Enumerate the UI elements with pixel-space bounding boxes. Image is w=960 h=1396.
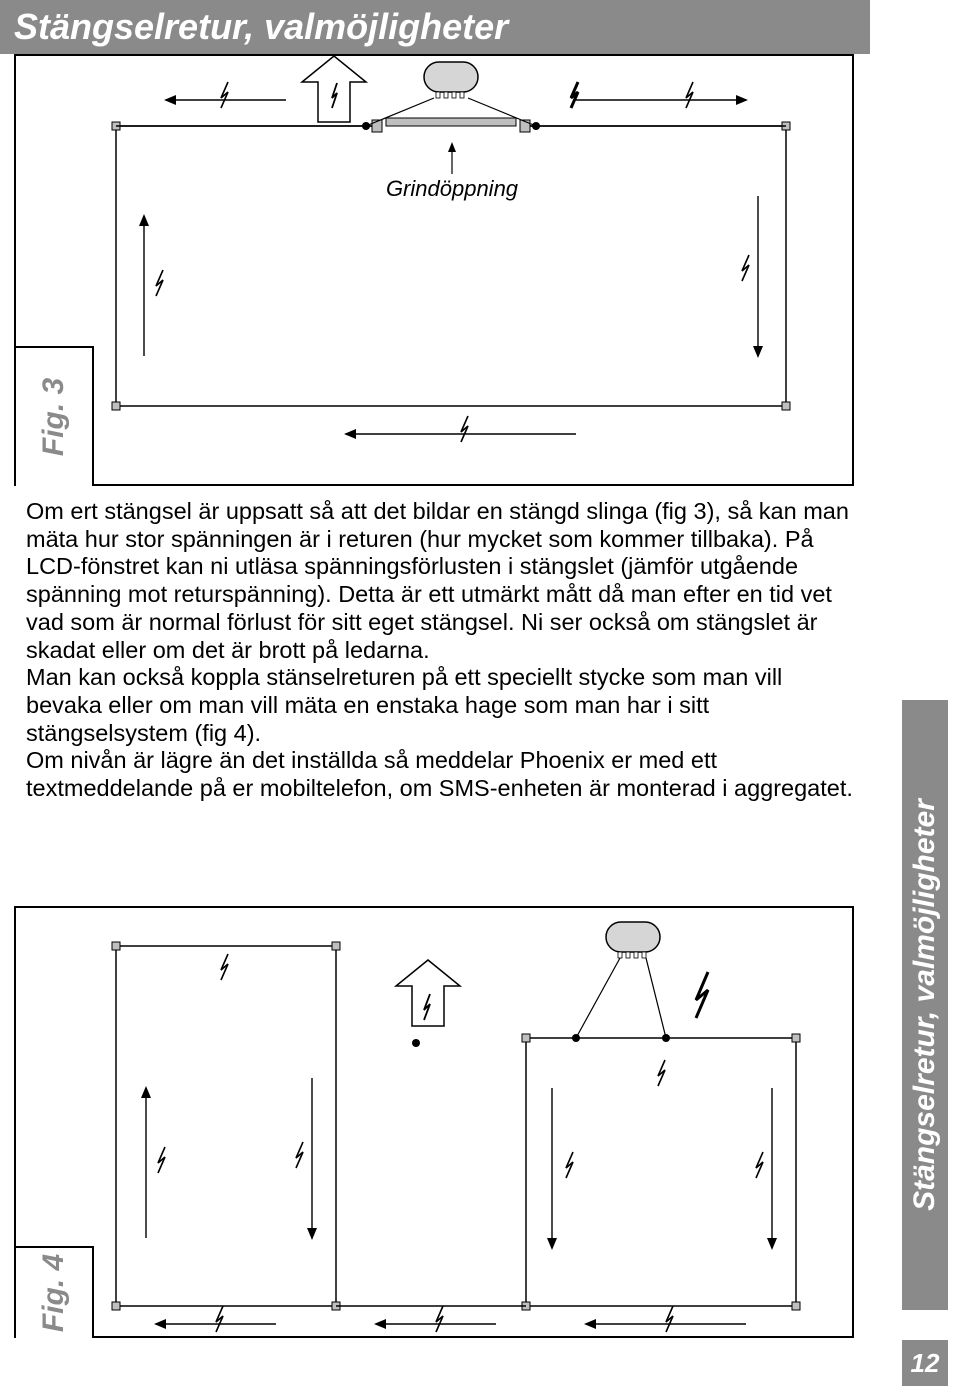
- figure-4: Fig. 4: [14, 906, 854, 1338]
- sidebar: Stängselretur, valmöjligheter 12: [890, 0, 960, 1396]
- paragraph-2: Man kan också koppla stänselreturen på e…: [26, 664, 854, 747]
- figure-3-label: Fig. 3: [37, 378, 71, 456]
- fig3-annotation: Grindöppning: [386, 176, 519, 201]
- paragraph-1: Om ert stängsel är uppsatt så att det bi…: [26, 498, 854, 664]
- page-number: 12: [911, 1348, 940, 1379]
- figure-3-label-tab: Fig. 3: [16, 346, 94, 486]
- figure-4-diagram: [16, 908, 852, 1336]
- page-content: Stängselretur, valmöjligheter: [0, 0, 870, 1396]
- sidebar-tab: Stängselretur, valmöjligheter: [902, 700, 948, 1310]
- figure-4-label: Fig. 4: [37, 1254, 71, 1332]
- sidebar-tab-label: Stängselretur, valmöjligheter: [908, 799, 942, 1211]
- figure-4-label-tab: Fig. 4: [16, 1246, 94, 1338]
- header-bar: Stängselretur, valmöjligheter: [0, 0, 870, 54]
- page-number-box: 12: [902, 1340, 948, 1386]
- paragraph-3: Om nivån är lägre än det inställda så me…: [26, 747, 854, 802]
- page-title: Stängselretur, valmöjligheter: [14, 6, 508, 48]
- figure-3-diagram: Grindöppning: [16, 56, 852, 484]
- figure-3: Grindöppning Fig. 3: [14, 54, 854, 486]
- body-text: Om ert stängsel är uppsatt så att det bi…: [26, 498, 854, 803]
